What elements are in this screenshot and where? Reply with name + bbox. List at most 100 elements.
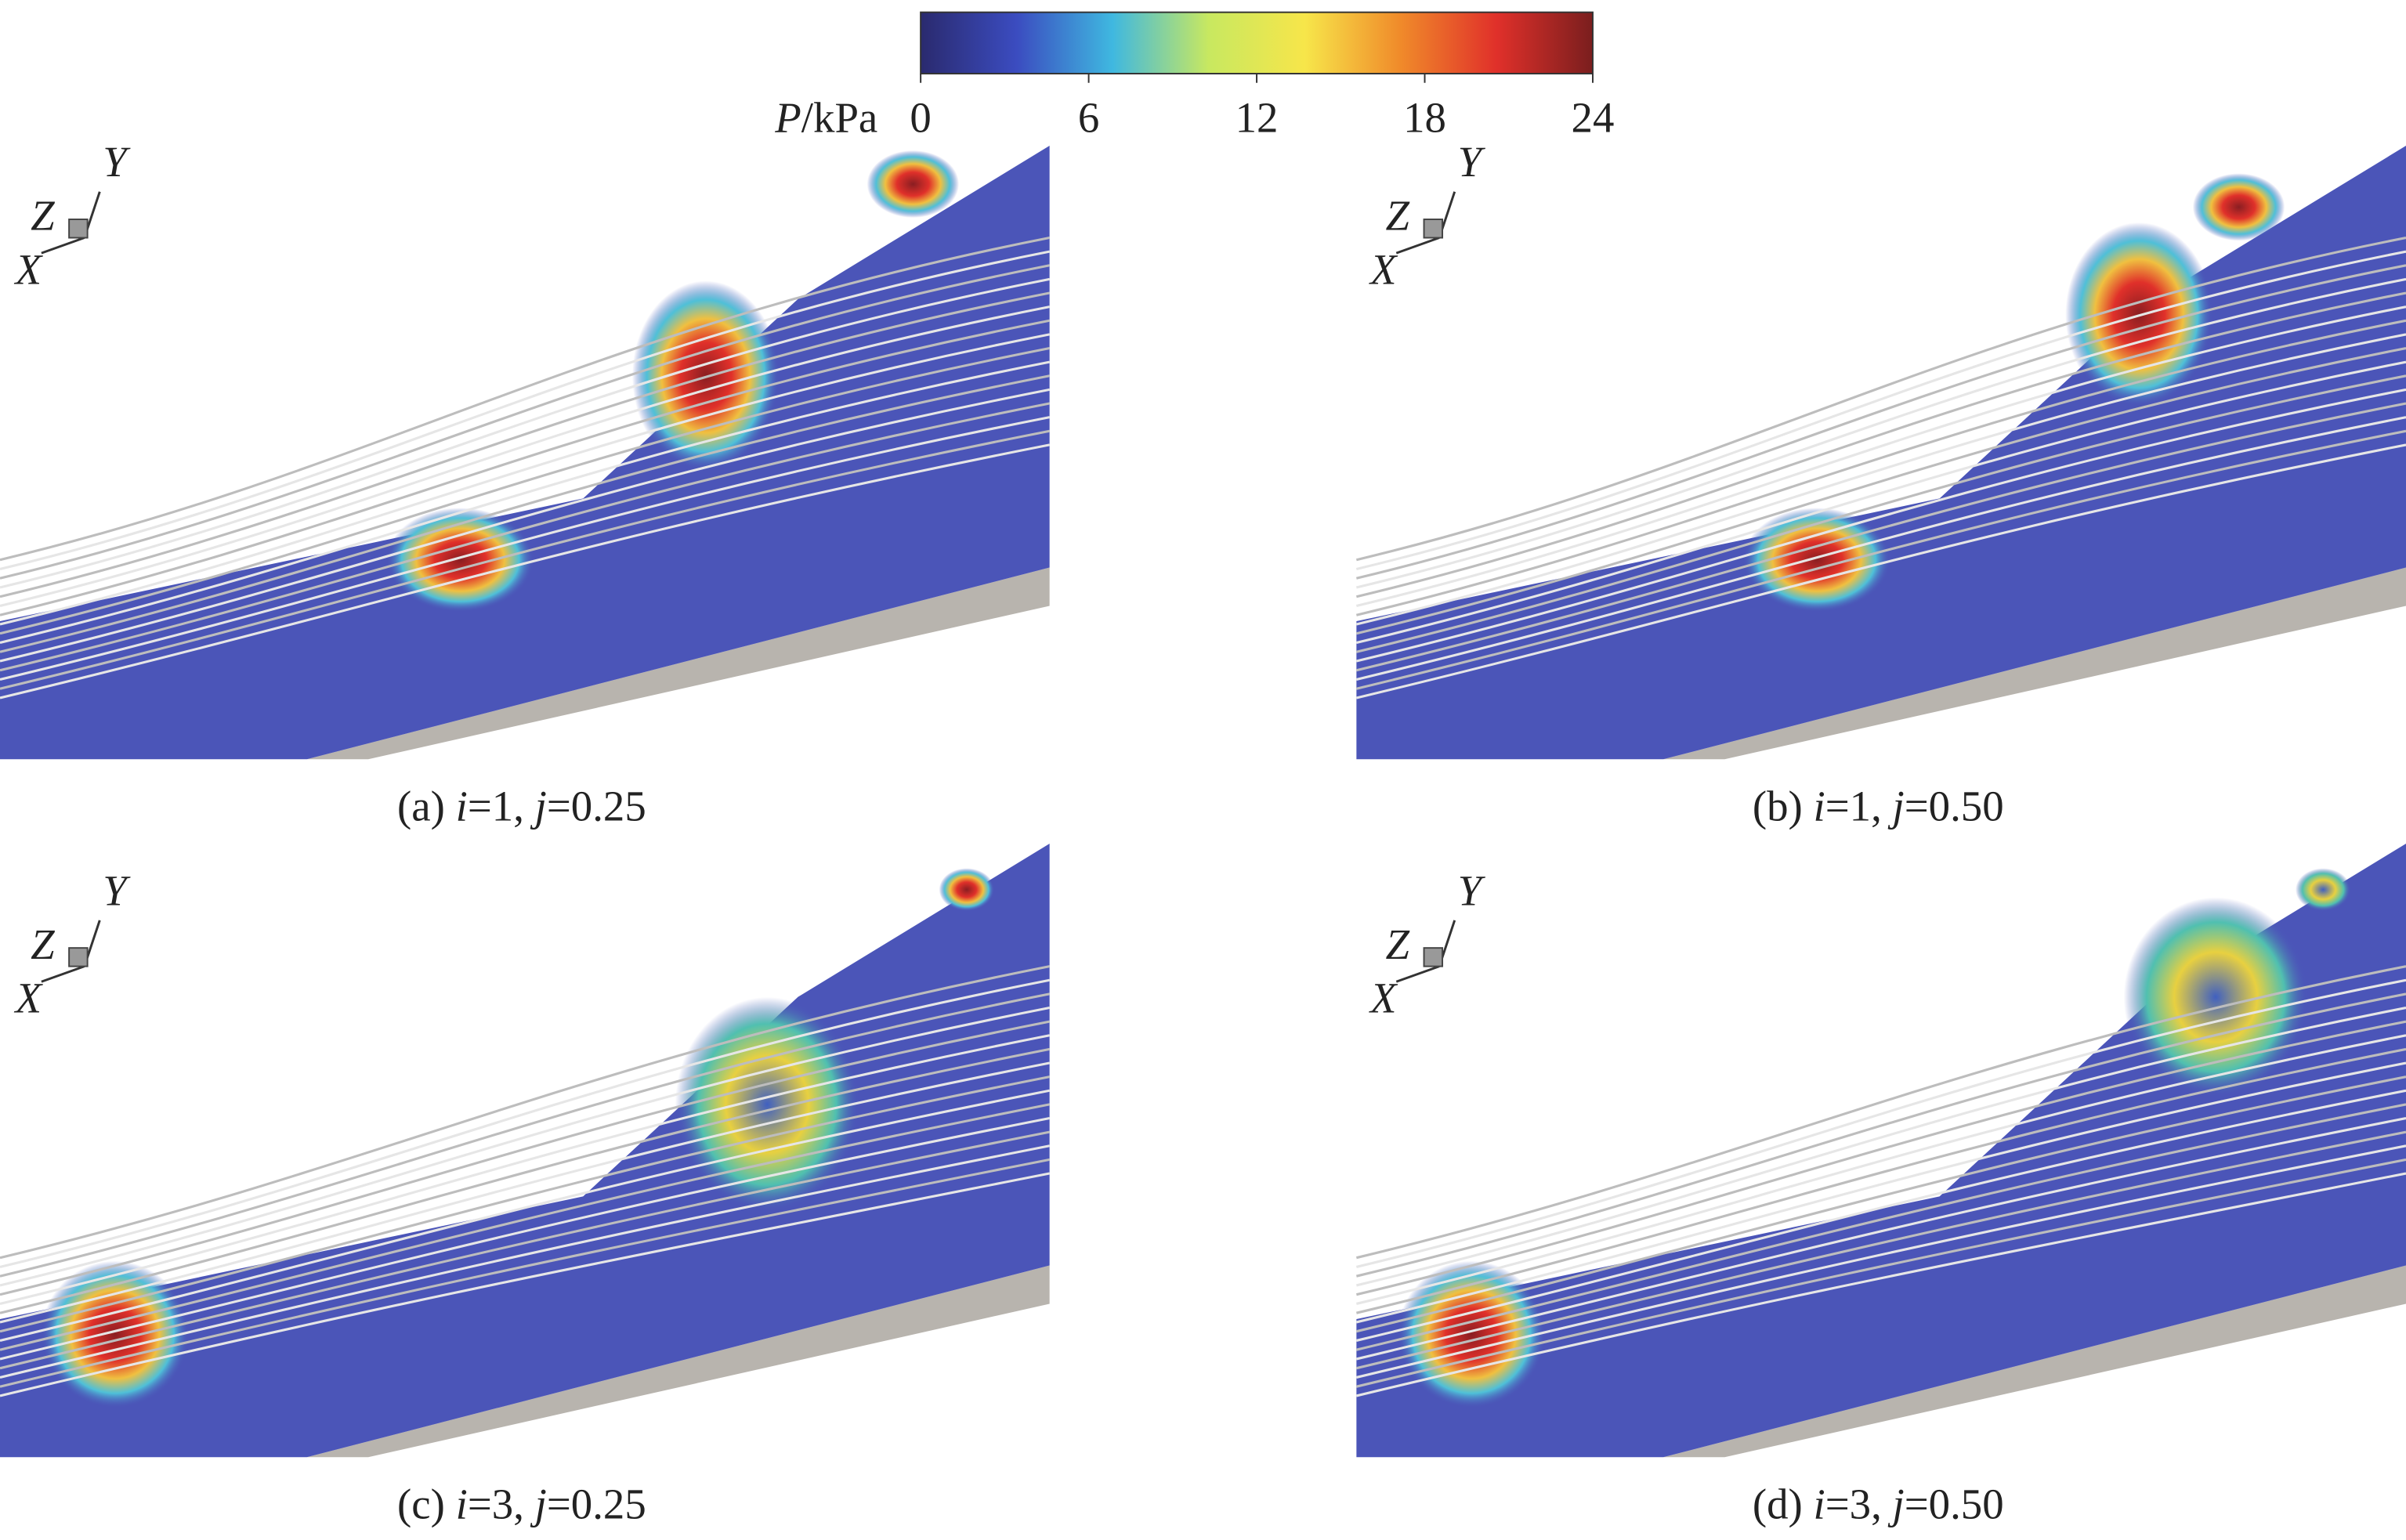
streamline: [0, 1075, 1050, 1333]
streamline: [1355, 1006, 2406, 1287]
streamline: [0, 1130, 1050, 1370]
colorbar-tick-label: 18: [1403, 93, 1446, 141]
streamline: [0, 1006, 1050, 1287]
axis-label-y: Y: [1458, 866, 1486, 914]
streamline: [1355, 305, 2406, 607]
streamline: [0, 978, 1050, 1268]
streamline: [1355, 1089, 2406, 1342]
colorbar-tick-label: 0: [910, 93, 931, 141]
colorbar: [920, 11, 1594, 74]
streamline: [1355, 277, 2406, 589]
axis-label-z: Z: [31, 920, 55, 968]
streamline: [1355, 333, 2406, 626]
axis-cube: [1423, 219, 1444, 239]
streamline: [0, 277, 1050, 589]
caption-part: i: [456, 1480, 468, 1528]
streamline: [1355, 1130, 2406, 1370]
caption-part: (d): [1753, 1480, 1814, 1528]
streamline: [1355, 443, 2406, 700]
streamline: [0, 236, 1050, 562]
panel: YZX: [1355, 843, 2406, 1458]
axis-label-x: X: [1369, 974, 1398, 1021]
streamline: [1355, 1116, 2406, 1361]
caption-part: i: [1814, 783, 1825, 830]
axis-label-y: Y: [1458, 138, 1486, 186]
axis-label-z: Z: [1386, 192, 1410, 240]
axis-cube: [68, 219, 89, 239]
streamline: [0, 416, 1050, 681]
streamline: [1355, 360, 2406, 644]
pressure-region: [675, 996, 859, 1212]
caption-part: j: [530, 783, 547, 830]
axis-line: [41, 237, 85, 255]
streamline: [0, 1144, 1050, 1379]
streamline: [0, 965, 1050, 1260]
streamline: [1355, 291, 2406, 598]
axis-line: [41, 965, 85, 983]
caption: (a) i=1, j=0.25: [397, 783, 646, 830]
pressure-region: [867, 150, 960, 219]
axis-label-x: X: [14, 974, 44, 1021]
pressure-region: [2123, 897, 2308, 1097]
streamline: [1355, 1172, 2406, 1397]
streamline: [0, 1116, 1050, 1361]
caption-part: =0.50: [1905, 783, 2004, 830]
axis-cube: [68, 947, 89, 967]
streamline: [1355, 992, 2406, 1278]
caption-part: =1,: [468, 783, 535, 830]
streamline: [0, 291, 1050, 598]
streamline: [1355, 1047, 2406, 1314]
pressure-region: [2295, 868, 2351, 912]
streamline: [1355, 319, 2406, 616]
streamline: [1355, 1020, 2406, 1296]
streamline: [0, 1061, 1050, 1324]
caption-part: (a): [397, 783, 456, 830]
streamline: [1355, 416, 2406, 681]
streamline: [0, 346, 1050, 635]
colorbar-tick-label: 24: [1572, 93, 1615, 141]
panel: YZX: [1355, 138, 2406, 760]
streamline: [1355, 388, 2406, 663]
caption-part: =0.25: [547, 1480, 646, 1528]
panel: YZX: [0, 138, 1050, 760]
panel: YZX: [0, 843, 1050, 1458]
axis-label-z: Z: [1386, 920, 1410, 968]
caption: (d) i=3, j=0.50: [1753, 1480, 2004, 1528]
axis-label-y: Y: [103, 866, 131, 914]
streamline: [1355, 1103, 2406, 1351]
axis-label-x: X: [1369, 245, 1398, 293]
streamline: [1355, 429, 2406, 690]
streamline: [0, 264, 1050, 580]
axis-label-y: Y: [103, 138, 131, 186]
streamline: [1355, 264, 2406, 580]
label-part: P: [774, 93, 801, 141]
streamline: [0, 443, 1050, 700]
caption-part: (b): [1753, 783, 1814, 830]
axis-line: [1395, 237, 1440, 255]
streamline: [1355, 250, 2406, 571]
caption-part: =3,: [468, 1480, 535, 1528]
streamline: [0, 1103, 1050, 1351]
caption-part: j: [530, 1480, 547, 1528]
axis-label-x: X: [14, 245, 44, 293]
streamline: [0, 1047, 1050, 1314]
streamline: [0, 388, 1050, 663]
caption-part: i: [456, 783, 468, 830]
streamline: [1355, 978, 2406, 1268]
caption: (c) i=3, j=0.25: [397, 1480, 646, 1528]
axis-label-z: Z: [31, 192, 55, 240]
streamline: [0, 1020, 1050, 1296]
streamline: [1355, 965, 2406, 1260]
streamline: [0, 360, 1050, 644]
streamline: [1355, 1144, 2406, 1379]
streamline: [1355, 236, 2406, 562]
pressure-region: [2192, 173, 2285, 241]
streamline: [0, 250, 1050, 571]
caption-part: =0.50: [1905, 1480, 2004, 1528]
caption-part: j: [1888, 1480, 1905, 1528]
streamline: [0, 429, 1050, 690]
streamline: [0, 333, 1050, 626]
streamline: [1355, 1158, 2406, 1388]
streamline: [1355, 1061, 2406, 1324]
caption-part: =1,: [1825, 783, 1893, 830]
